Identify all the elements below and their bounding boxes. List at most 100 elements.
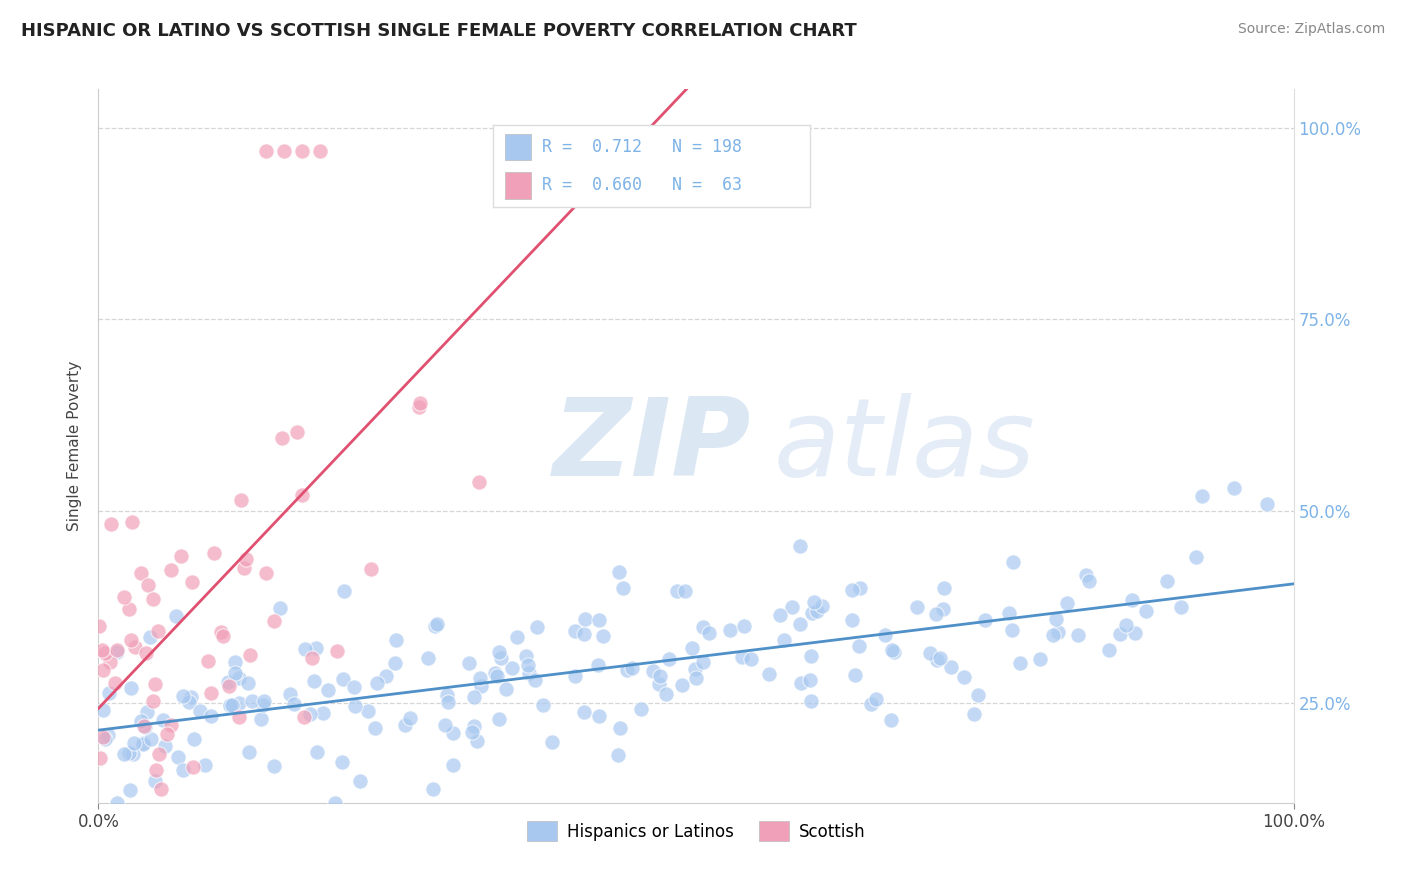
- Hispanics or Latinos: [1046, 625, 1069, 640]
- Hispanics or Latinos: [1156, 574, 1178, 589]
- Scottish: [228, 710, 250, 724]
- Hispanics or Latinos: [418, 651, 440, 665]
- Hispanics or Latinos: [224, 665, 246, 680]
- Hispanics or Latinos: [238, 676, 260, 690]
- Hispanics or Latinos: [139, 731, 162, 746]
- Hispanics or Latinos: [219, 699, 242, 714]
- Hispanics or Latinos: [880, 643, 903, 657]
- Hispanics or Latinos: [252, 698, 274, 713]
- Hispanics or Latinos: [758, 666, 780, 681]
- Hispanics or Latinos: [298, 707, 321, 722]
- Hispanics or Latinos: [592, 629, 614, 643]
- Hispanics or Latinos: [98, 686, 121, 700]
- Hispanics or Latinos: [769, 607, 792, 622]
- Hispanics or Latinos: [621, 661, 644, 675]
- Hispanics or Latinos: [963, 706, 986, 721]
- Hispanics or Latinos: [312, 706, 335, 721]
- Hispanics or Latinos: [692, 619, 714, 633]
- Hispanics or Latinos: [343, 681, 366, 695]
- Scottish: [211, 628, 233, 642]
- Scottish: [292, 710, 315, 724]
- Hispanics or Latinos: [221, 698, 243, 712]
- Scottish: [468, 475, 491, 489]
- Hispanics or Latinos: [105, 796, 128, 810]
- Scottish: [142, 591, 165, 606]
- Hispanics or Latinos: [501, 660, 523, 674]
- Hispanics or Latinos: [330, 755, 353, 769]
- Scottish: [100, 516, 122, 531]
- Scottish: [285, 425, 308, 440]
- Scottish: [98, 655, 121, 669]
- Hispanics or Latinos: [253, 694, 276, 708]
- Hispanics or Latinos: [426, 616, 449, 631]
- Hispanics or Latinos: [572, 626, 595, 640]
- Hispanics or Latinos: [789, 617, 811, 632]
- Hispanics or Latinos: [436, 688, 458, 702]
- Scottish: [148, 811, 170, 825]
- Text: atlas: atlas: [773, 393, 1036, 499]
- Hispanics or Latinos: [939, 660, 962, 674]
- Hispanics or Latinos: [332, 672, 354, 686]
- Hispanics or Latinos: [848, 639, 870, 653]
- Hispanics or Latinos: [588, 614, 610, 628]
- Hispanics or Latinos: [240, 694, 263, 708]
- Scottish: [134, 719, 156, 733]
- Hispanics or Latinos: [489, 650, 512, 665]
- Hispanics or Latinos: [183, 731, 205, 746]
- Scottish: [135, 646, 157, 660]
- Hispanics or Latinos: [468, 671, 491, 685]
- Scottish: [170, 549, 193, 564]
- Scottish: [291, 144, 314, 158]
- Hispanics or Latinos: [609, 722, 631, 736]
- Scottish: [326, 644, 349, 658]
- Hispanics or Latinos: [458, 656, 481, 670]
- Hispanics or Latinos: [860, 697, 883, 711]
- Hispanics or Latinos: [789, 539, 811, 553]
- Hispanics or Latinos: [967, 688, 990, 702]
- Hispanics or Latinos: [283, 697, 305, 711]
- Hispanics or Latinos: [1170, 600, 1192, 615]
- Scottish: [183, 760, 205, 774]
- Scottish: [129, 566, 152, 580]
- Hispanics or Latinos: [773, 633, 796, 648]
- Hispanics or Latinos: [588, 709, 610, 723]
- Hispanics or Latinos: [1074, 567, 1097, 582]
- Hispanics or Latinos: [673, 583, 696, 598]
- Hispanics or Latinos: [932, 581, 955, 595]
- Hispanics or Latinos: [228, 697, 250, 711]
- Hispanics or Latinos: [1109, 627, 1132, 641]
- Hispanics or Latinos: [305, 640, 328, 655]
- Hispanics or Latinos: [463, 719, 485, 733]
- Scottish: [156, 727, 179, 741]
- Hispanics or Latinos: [801, 606, 824, 620]
- Hispanics or Latinos: [194, 758, 217, 772]
- Hispanics or Latinos: [484, 666, 506, 681]
- Scottish: [89, 751, 111, 765]
- Scottish: [218, 679, 240, 693]
- Scottish: [301, 651, 323, 665]
- Hispanics or Latinos: [841, 582, 863, 597]
- Hispanics or Latinos: [516, 658, 538, 673]
- Hispanics or Latinos: [263, 759, 285, 773]
- Hispanics or Latinos: [437, 695, 460, 709]
- Hispanics or Latinos: [1121, 593, 1143, 607]
- Scottish: [408, 396, 430, 410]
- Hispanics or Latinos: [800, 648, 823, 663]
- Hispanics or Latinos: [918, 646, 941, 660]
- Hispanics or Latinos: [463, 690, 485, 704]
- Scottish: [159, 563, 181, 577]
- Hispanics or Latinos: [269, 600, 291, 615]
- Hispanics or Latinos: [425, 619, 447, 633]
- Hispanics or Latinos: [323, 796, 346, 810]
- Hispanics or Latinos: [531, 698, 554, 712]
- Hispanics or Latinos: [803, 595, 825, 609]
- Hispanics or Latinos: [112, 747, 135, 762]
- Scottish: [120, 633, 142, 648]
- Hispanics or Latinos: [485, 669, 508, 683]
- Hispanics or Latinos: [122, 736, 145, 750]
- Hispanics or Latinos: [883, 645, 905, 659]
- Hispanics or Latinos: [564, 669, 586, 683]
- Hispanics or Latinos: [238, 745, 260, 759]
- Scottish: [360, 561, 382, 575]
- Scottish: [89, 618, 111, 632]
